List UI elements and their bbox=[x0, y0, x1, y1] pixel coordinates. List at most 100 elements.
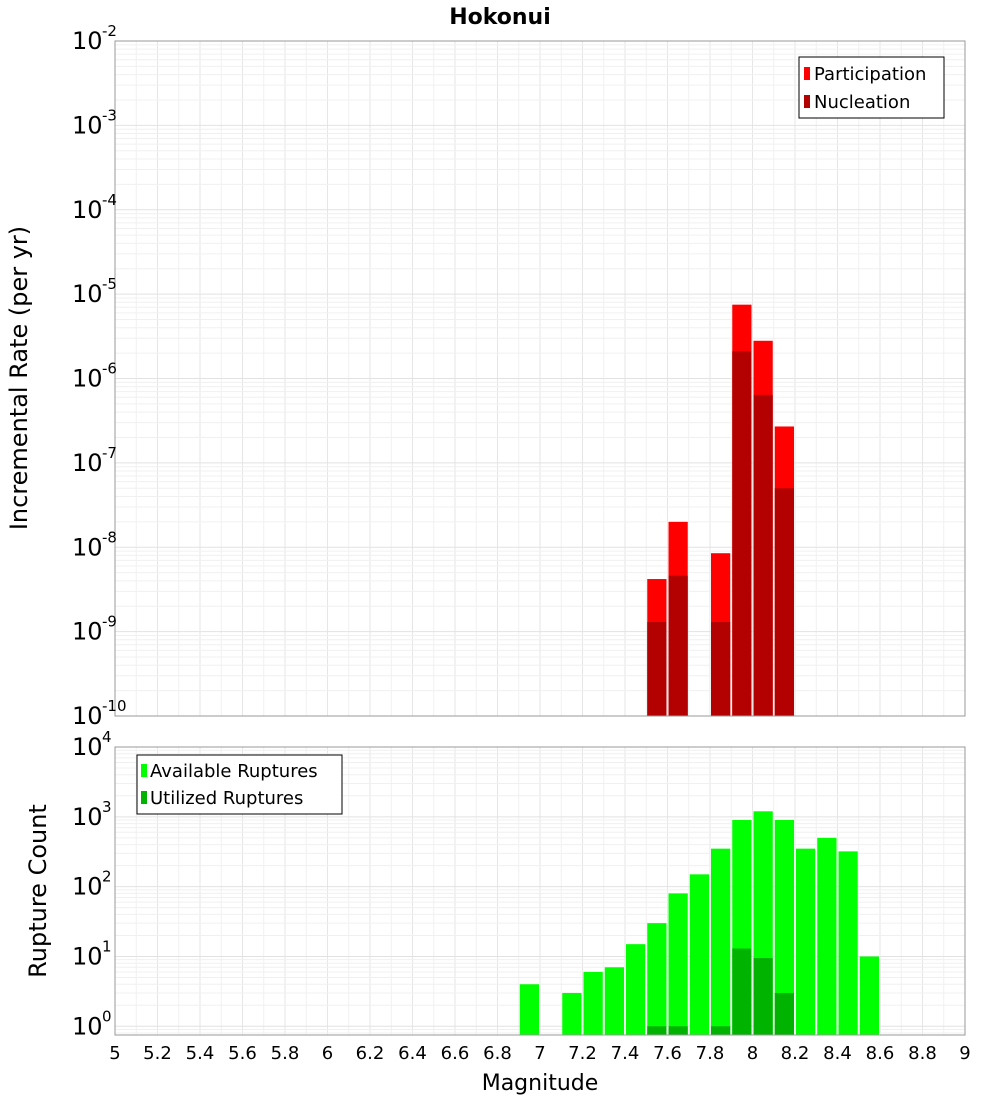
legend-label-nucleation: Nucleation bbox=[814, 92, 910, 113]
legend-label-available: Available Ruptures bbox=[150, 761, 318, 782]
bar-available-ruptures bbox=[604, 967, 624, 1035]
y-tick-exponent: -3 bbox=[102, 106, 117, 124]
rate-legend: Participation Nucleation bbox=[798, 56, 945, 119]
x-tick-label: 5.4 bbox=[186, 1043, 215, 1064]
bar-nucleation bbox=[647, 622, 667, 716]
bar-utilized-ruptures bbox=[774, 992, 794, 1035]
x-tick-label: 6.6 bbox=[441, 1043, 470, 1064]
y-tick-label: 10 bbox=[72, 111, 103, 139]
bar-available-ruptures bbox=[689, 874, 709, 1035]
x-tick-label: 7.6 bbox=[653, 1043, 682, 1064]
x-tick-label: 7.4 bbox=[611, 1043, 640, 1064]
x-tick-label: 9 bbox=[959, 1043, 970, 1064]
legend-label-utilized: Utilized Ruptures bbox=[150, 788, 303, 809]
x-tick-label: 6.8 bbox=[483, 1043, 512, 1064]
x-tick-label: 8.6 bbox=[866, 1043, 895, 1064]
x-tick-label: 6.4 bbox=[398, 1043, 427, 1064]
bar-utilized-ruptures bbox=[668, 1026, 688, 1035]
bar-available-ruptures bbox=[583, 971, 603, 1035]
rate-bars bbox=[647, 304, 794, 716]
y-tick-exponent: -8 bbox=[102, 528, 117, 546]
x-tick-label: 5.6 bbox=[228, 1043, 257, 1064]
bar-available-ruptures bbox=[519, 984, 539, 1035]
y-tick-label: 10 bbox=[72, 733, 103, 761]
x-tick-label: 6.2 bbox=[356, 1043, 385, 1064]
x-tick-label: 8 bbox=[747, 1043, 758, 1064]
legend-swatch-participation bbox=[804, 67, 810, 80]
y-tick-label: 10 bbox=[72, 449, 103, 477]
y-tick-exponent: -4 bbox=[102, 191, 117, 209]
bar-available-ruptures bbox=[774, 820, 794, 1035]
legend-swatch-nucleation bbox=[804, 95, 810, 108]
chart-title: Hokonui bbox=[449, 5, 551, 30]
x-axis-label: Magnitude bbox=[482, 1071, 599, 1096]
y-tick-label: 10 bbox=[72, 280, 103, 308]
y-tick-exponent: 2 bbox=[102, 868, 112, 886]
count-legend-box bbox=[136, 754, 343, 815]
bar-nucleation bbox=[753, 394, 773, 716]
legend-swatch-available bbox=[141, 764, 147, 777]
y-tick-label: 10 bbox=[72, 1012, 103, 1040]
y-tick-exponent: -2 bbox=[102, 22, 117, 40]
legend-swatch-utilized bbox=[141, 791, 147, 804]
y-tick-label: 10 bbox=[72, 196, 103, 224]
x-tick-label: 5.2 bbox=[143, 1043, 172, 1064]
rate-y-axis-label: Incremental Rate (per yr) bbox=[5, 226, 33, 530]
y-tick-label: 10 bbox=[72, 873, 103, 901]
rate-grid bbox=[114, 41, 966, 717]
bar-available-ruptures bbox=[647, 923, 667, 1035]
x-tick-label: 5.8 bbox=[271, 1043, 300, 1064]
y-tick-exponent: -10 bbox=[102, 697, 127, 715]
x-tick-label: 7 bbox=[534, 1043, 545, 1064]
x-tick-label: 8.2 bbox=[781, 1043, 810, 1064]
x-tick-label: 5 bbox=[109, 1043, 120, 1064]
x-tick-label: 7.2 bbox=[568, 1043, 597, 1064]
y-tick-label: 10 bbox=[72, 803, 103, 831]
y-tick-label: 10 bbox=[72, 533, 103, 561]
legend-label-participation: Participation bbox=[814, 64, 926, 85]
y-tick-exponent: 0 bbox=[102, 1007, 112, 1025]
y-tick-label: 10 bbox=[72, 943, 103, 971]
bar-nucleation bbox=[668, 575, 688, 716]
count-plot-border bbox=[114, 746, 966, 1036]
bar-nucleation bbox=[732, 351, 752, 716]
y-tick-exponent: -5 bbox=[102, 275, 117, 293]
count-legend: Available Ruptures Utilized Ruptures bbox=[136, 754, 343, 815]
rate-plot-border bbox=[114, 40, 966, 717]
bar-utilized-ruptures bbox=[753, 958, 773, 1035]
count-x-ticks: 5 5.2 5.4 5.6 5.8 6 6.2 6.4 6.6 6.8 7 7.2 7.4 7.6 7.8 8… bbox=[109, 1043, 970, 1064]
bar-available-ruptures bbox=[668, 893, 688, 1035]
bar-nucleation bbox=[774, 488, 794, 716]
y-tick-exponent: 1 bbox=[102, 938, 112, 956]
bar-available-ruptures bbox=[859, 956, 879, 1035]
y-tick-exponent: 4 bbox=[102, 728, 112, 746]
count-bars bbox=[519, 811, 879, 1035]
y-tick-exponent: -7 bbox=[102, 444, 117, 462]
x-tick-label: 8.4 bbox=[823, 1043, 852, 1064]
y-tick-label: 10 bbox=[72, 618, 103, 646]
bar-available-ruptures bbox=[796, 848, 816, 1035]
rate-legend-box bbox=[798, 56, 945, 119]
bar-available-ruptures bbox=[838, 851, 858, 1035]
bar-available-ruptures bbox=[562, 992, 582, 1035]
y-tick-exponent: -6 bbox=[102, 360, 117, 378]
bar-available-ruptures bbox=[626, 944, 646, 1035]
y-tick-label: 10 bbox=[72, 702, 103, 730]
y-tick-label: 10 bbox=[72, 27, 103, 55]
bar-available-ruptures bbox=[711, 848, 731, 1035]
y-tick-exponent: -9 bbox=[102, 613, 117, 631]
bar-utilized-ruptures bbox=[711, 1026, 731, 1035]
y-tick-exponent: 3 bbox=[102, 798, 112, 816]
x-tick-label: 7.8 bbox=[696, 1043, 725, 1064]
bar-utilized-ruptures bbox=[647, 1026, 667, 1035]
y-tick-label: 10 bbox=[72, 365, 103, 393]
bar-utilized-ruptures bbox=[732, 948, 752, 1035]
x-tick-label: 6 bbox=[322, 1043, 333, 1064]
x-tick-label: 8.8 bbox=[908, 1043, 937, 1064]
bar-nucleation bbox=[711, 622, 731, 716]
